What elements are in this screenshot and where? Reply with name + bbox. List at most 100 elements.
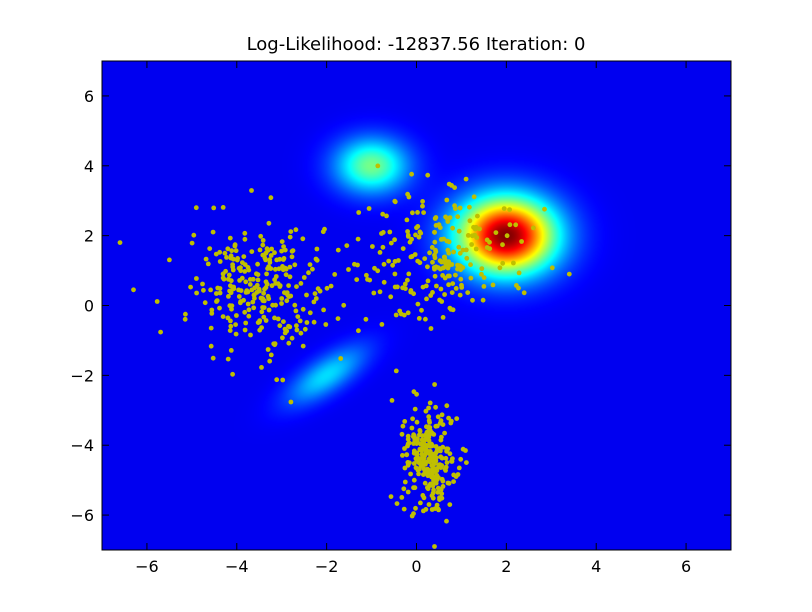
data-point bbox=[473, 246, 479, 252]
data-point bbox=[521, 290, 527, 296]
data-point bbox=[251, 292, 257, 298]
data-point bbox=[433, 451, 438, 456]
data-point bbox=[440, 484, 446, 489]
data-point bbox=[300, 236, 306, 242]
data-point bbox=[425, 485, 430, 490]
data-point bbox=[549, 265, 555, 271]
data-point bbox=[260, 296, 265, 301]
data-point bbox=[392, 198, 398, 204]
data-point bbox=[281, 319, 286, 324]
data-point bbox=[222, 250, 228, 256]
data-point bbox=[427, 400, 433, 406]
data-point bbox=[446, 282, 451, 288]
data-point bbox=[390, 262, 395, 268]
data-point bbox=[425, 278, 431, 284]
data-point bbox=[444, 448, 449, 454]
data-point bbox=[311, 319, 317, 325]
data-point bbox=[279, 239, 285, 245]
data-point bbox=[217, 290, 223, 296]
data-point bbox=[435, 489, 441, 495]
data-point bbox=[472, 232, 478, 238]
data-point bbox=[395, 284, 400, 290]
data-point bbox=[231, 256, 236, 262]
data-point bbox=[328, 283, 334, 289]
data-point bbox=[413, 232, 418, 238]
data-point bbox=[407, 239, 413, 245]
data-point bbox=[504, 233, 510, 239]
data-point bbox=[412, 252, 418, 257]
data-point bbox=[310, 266, 315, 272]
data-point bbox=[426, 425, 432, 431]
data-point bbox=[405, 443, 410, 449]
data-point bbox=[426, 414, 432, 420]
data-point bbox=[208, 287, 214, 293]
data-point bbox=[450, 225, 455, 231]
data-point bbox=[392, 259, 398, 264]
data-point bbox=[432, 273, 438, 279]
data-point bbox=[250, 299, 256, 305]
data-point bbox=[457, 205, 463, 211]
data-point bbox=[446, 250, 452, 256]
data-point bbox=[344, 243, 350, 249]
data-point bbox=[475, 213, 480, 219]
data-point bbox=[447, 502, 453, 507]
data-point bbox=[422, 256, 428, 261]
data-point bbox=[408, 254, 414, 260]
data-point bbox=[213, 251, 219, 257]
data-point bbox=[418, 230, 424, 236]
data-point bbox=[256, 286, 262, 292]
data-point bbox=[258, 233, 264, 239]
data-point bbox=[404, 217, 410, 223]
data-point bbox=[436, 507, 441, 513]
data-point bbox=[228, 253, 234, 259]
data-point bbox=[228, 283, 233, 289]
data-point bbox=[453, 286, 459, 291]
data-point bbox=[302, 326, 308, 332]
data-point bbox=[228, 290, 234, 296]
data-point bbox=[194, 290, 200, 296]
data-point bbox=[281, 256, 287, 261]
data-point bbox=[465, 233, 471, 238]
data-point bbox=[288, 399, 294, 405]
data-point bbox=[425, 172, 431, 178]
data-point bbox=[411, 291, 416, 297]
data-point bbox=[467, 218, 473, 224]
data-point bbox=[226, 272, 232, 278]
data-point bbox=[425, 471, 431, 476]
data-point bbox=[210, 355, 216, 361]
data-point bbox=[432, 255, 438, 261]
data-point bbox=[201, 287, 206, 293]
data-point bbox=[277, 256, 283, 262]
data-point bbox=[324, 285, 330, 291]
data-point bbox=[423, 437, 428, 443]
data-point bbox=[447, 273, 452, 279]
data-point bbox=[426, 438, 432, 443]
data-point bbox=[442, 292, 447, 297]
data-point bbox=[242, 309, 248, 315]
data-point bbox=[477, 226, 482, 232]
data-point bbox=[366, 206, 372, 211]
data-point bbox=[456, 465, 462, 471]
data-point bbox=[432, 544, 437, 549]
data-point bbox=[435, 414, 441, 420]
data-point bbox=[433, 444, 439, 449]
data-point bbox=[433, 247, 438, 253]
data-point bbox=[450, 281, 456, 286]
data-point bbox=[465, 290, 471, 295]
data-point bbox=[471, 194, 477, 200]
data-point bbox=[208, 325, 214, 331]
data-point bbox=[434, 283, 439, 289]
data-point bbox=[294, 327, 300, 333]
data-point bbox=[282, 330, 288, 336]
data-point bbox=[294, 284, 299, 289]
y-tick-label: 6 bbox=[84, 87, 94, 106]
data-point bbox=[207, 246, 213, 252]
data-point bbox=[267, 358, 273, 364]
data-point bbox=[292, 302, 298, 308]
data-point bbox=[234, 313, 239, 318]
data-point bbox=[429, 472, 435, 477]
data-point bbox=[429, 245, 435, 250]
data-point bbox=[267, 257, 273, 263]
data-point bbox=[447, 451, 453, 457]
data-point bbox=[286, 323, 291, 329]
